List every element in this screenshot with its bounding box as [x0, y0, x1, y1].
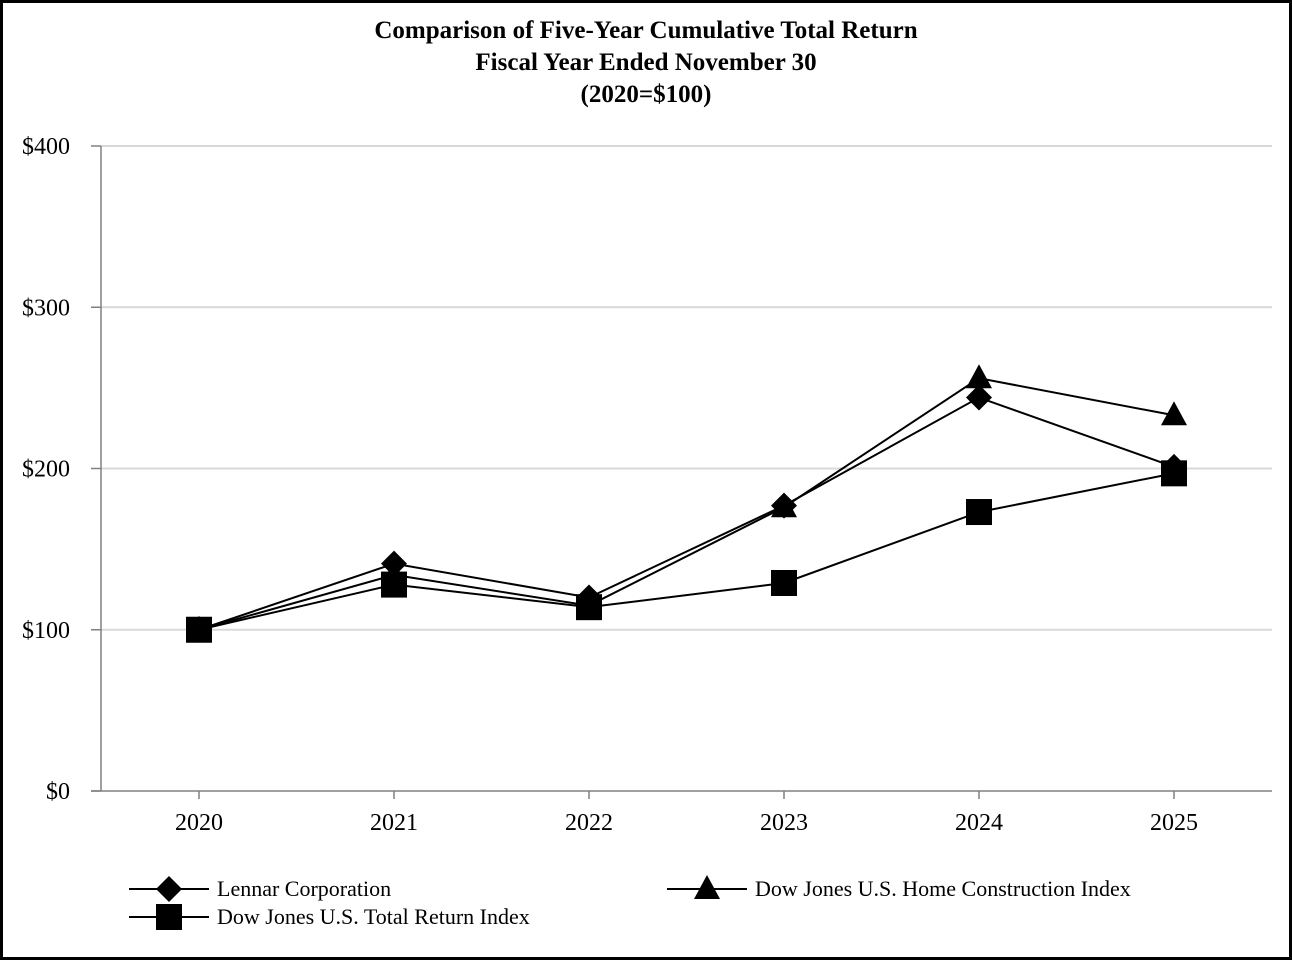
- point-square-2024: [966, 499, 992, 526]
- x-tick-label-2021: 2021: [370, 810, 418, 836]
- point-triangle-2025: [1161, 401, 1187, 426]
- legend-marker-triangle: [694, 875, 720, 899]
- legend-label-triangle: Dow Jones U.S. Home Construction Index: [755, 876, 1131, 901]
- point-square-2021: [381, 571, 407, 598]
- legend-item-square: Dow Jones U.S. Total Return Index: [129, 904, 530, 930]
- point-triangle-2024: [966, 364, 992, 389]
- chart-subtitle-line-2: (2020=$100): [581, 81, 712, 108]
- axes: [91, 145, 1272, 799]
- legend-marker-square: [156, 904, 182, 930]
- series-line-triangle: [198, 377, 1175, 631]
- point-square-2023: [771, 569, 797, 596]
- legend-marker-diamond: [156, 876, 182, 902]
- point-square-2022: [576, 594, 602, 621]
- x-tick-label-2023: 2023: [760, 810, 808, 836]
- chart-subtitle-line-1: Fiscal Year Ended November 30: [475, 49, 816, 76]
- x-tick-label-2020: 2020: [175, 810, 223, 836]
- gridlines: [101, 145, 1272, 631]
- x-axis-tick-labels: 2020 2021 2022 2023 2024 2025: [175, 810, 1198, 836]
- point-square-2025: [1161, 460, 1187, 487]
- y-tick-label-300: $300: [22, 295, 70, 321]
- point-diamond-2024: [966, 384, 992, 411]
- x-tick-label-2024: 2024: [955, 810, 1003, 836]
- legend-item-diamond: Lennar Corporation: [129, 876, 391, 902]
- y-tick-label-0: $0: [46, 779, 70, 805]
- y-axis-tick-labels: $0 $100 $200 $300 $400: [22, 134, 70, 805]
- y-tick-label-100: $100: [22, 618, 70, 644]
- x-tick-label-2022: 2022: [565, 810, 613, 836]
- series-line-square: [198, 472, 1175, 631]
- legend-item-triangle: Dow Jones U.S. Home Construction Index: [667, 875, 1131, 901]
- legend: Lennar Corporation Dow Jones U.S. Home Co…: [129, 875, 1131, 930]
- series-line-diamond: [198, 396, 1175, 631]
- point-triangle-2023: [771, 493, 797, 518]
- y-tick-label-400: $400: [22, 134, 70, 160]
- legend-label-diamond: Lennar Corporation: [217, 876, 391, 901]
- y-tick-label-200: $200: [22, 457, 70, 483]
- point-square-2020: [186, 616, 212, 643]
- series-lines: [198, 377, 1175, 631]
- x-tick-label-2025: 2025: [1150, 810, 1198, 836]
- legend-label-square: Dow Jones U.S. Total Return Index: [217, 904, 530, 929]
- chart-title: Comparison of Five-Year Cumulative Total…: [374, 17, 917, 44]
- series-markers: [186, 364, 1187, 643]
